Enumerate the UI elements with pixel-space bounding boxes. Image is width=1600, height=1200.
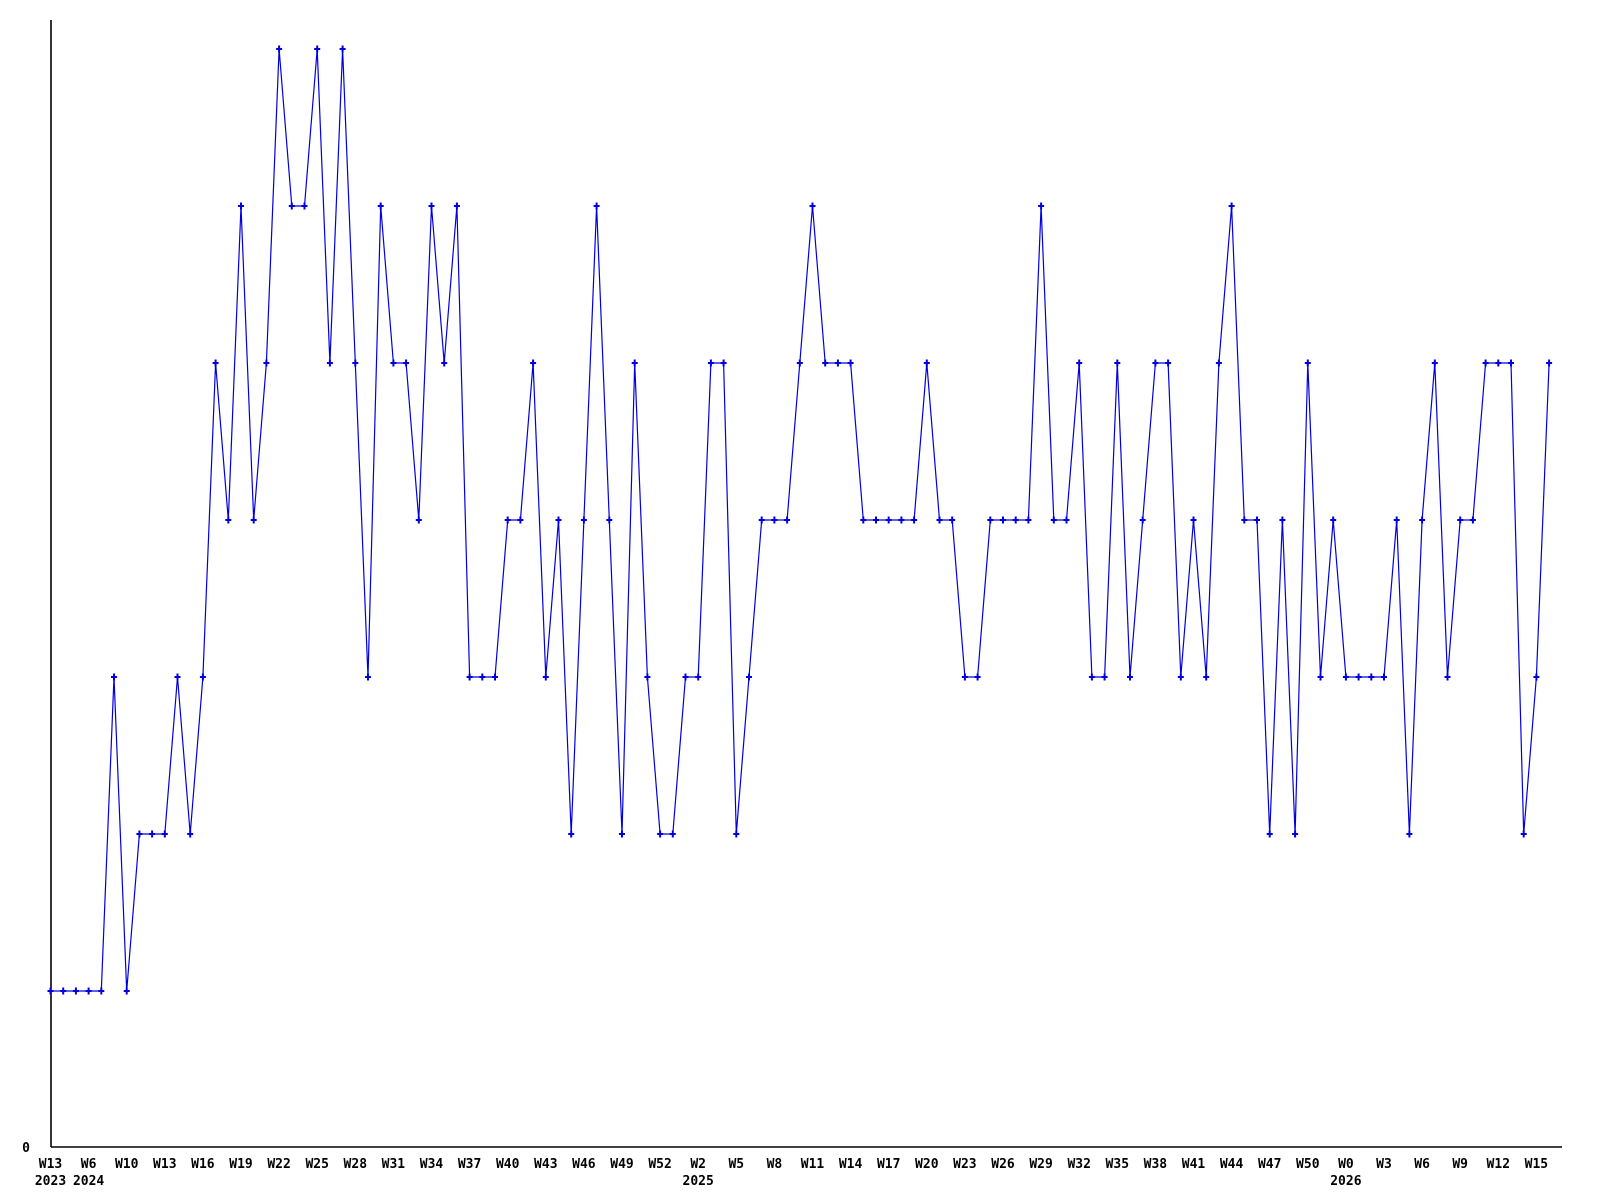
x-tick-label: W29 xyxy=(1029,1157,1052,1172)
x-tick-label: W49 xyxy=(610,1157,633,1172)
series-line xyxy=(50,48,1550,992)
x-tick-label: W38 xyxy=(1144,1157,1168,1172)
year-label: 2026 xyxy=(1330,1174,1361,1189)
x-tick-label: W26 xyxy=(991,1157,1015,1172)
x-tick-label: W19 xyxy=(229,1157,252,1172)
year-label: 2024 xyxy=(73,1174,104,1189)
x-tick-label: W15 xyxy=(1525,1157,1548,1172)
x-tick-label: W25 xyxy=(305,1157,328,1172)
x-tick-label: W17 xyxy=(877,1157,900,1172)
x-tick-label: W2 xyxy=(690,1157,706,1172)
x-tick-label: W35 xyxy=(1106,1157,1129,1172)
x-tick-label: W10 xyxy=(115,1157,139,1172)
x-tick-label: W9 xyxy=(1452,1157,1468,1172)
x-tick-label: W32 xyxy=(1067,1157,1090,1172)
x-tick-label: W37 xyxy=(458,1157,481,1172)
y-zero-label: 0 xyxy=(22,1141,30,1156)
x-tick-label: W44 xyxy=(1220,1157,1244,1172)
x-tick-label: W8 xyxy=(767,1157,783,1172)
x-tick-label: W13 xyxy=(153,1157,176,1172)
series-point-markers xyxy=(47,45,1553,995)
x-tick-label: W6 xyxy=(81,1157,97,1172)
x-tick-label: W6 xyxy=(1414,1157,1430,1172)
x-axis-labels: W13 W6 W10 W13 W16 W19 W22 W25 W28 W31 W34 W37 W40 W4… xyxy=(39,1157,1548,1172)
x-tick-label: W13 xyxy=(39,1157,62,1172)
x-tick-label: W20 xyxy=(915,1157,939,1172)
x-tick-label: W31 xyxy=(382,1157,406,1172)
x-tick-label: W43 xyxy=(534,1157,557,1172)
x-tick-label: W12 xyxy=(1487,1157,1510,1172)
year-labels: 2023 2024 2025 2026 xyxy=(35,1174,1362,1189)
x-tick-label: W22 xyxy=(267,1157,290,1172)
x-tick-label: W47 xyxy=(1258,1157,1281,1172)
x-tick-label: W16 xyxy=(191,1157,215,1172)
data-series xyxy=(47,45,1553,995)
x-tick-label: W23 xyxy=(953,1157,976,1172)
x-tick-label: W40 xyxy=(496,1157,520,1172)
year-label: 2025 xyxy=(683,1174,714,1189)
year-label: 2023 xyxy=(35,1174,66,1189)
x-tick-label: W0 xyxy=(1338,1157,1354,1172)
x-tick-label: W41 xyxy=(1182,1157,1206,1172)
x-tick-label: W50 xyxy=(1296,1157,1320,1172)
x-tick-label: W14 xyxy=(839,1157,863,1172)
x-tick-label: W28 xyxy=(344,1157,368,1172)
x-tick-label: W34 xyxy=(420,1157,444,1172)
x-tick-label: W11 xyxy=(801,1157,825,1172)
axes xyxy=(50,20,1562,1148)
x-tick-label: W3 xyxy=(1376,1157,1392,1172)
x-tick-label: W5 xyxy=(728,1157,744,1172)
x-tick-label: W52 xyxy=(648,1157,671,1172)
x-tick-label: W46 xyxy=(572,1157,596,1172)
